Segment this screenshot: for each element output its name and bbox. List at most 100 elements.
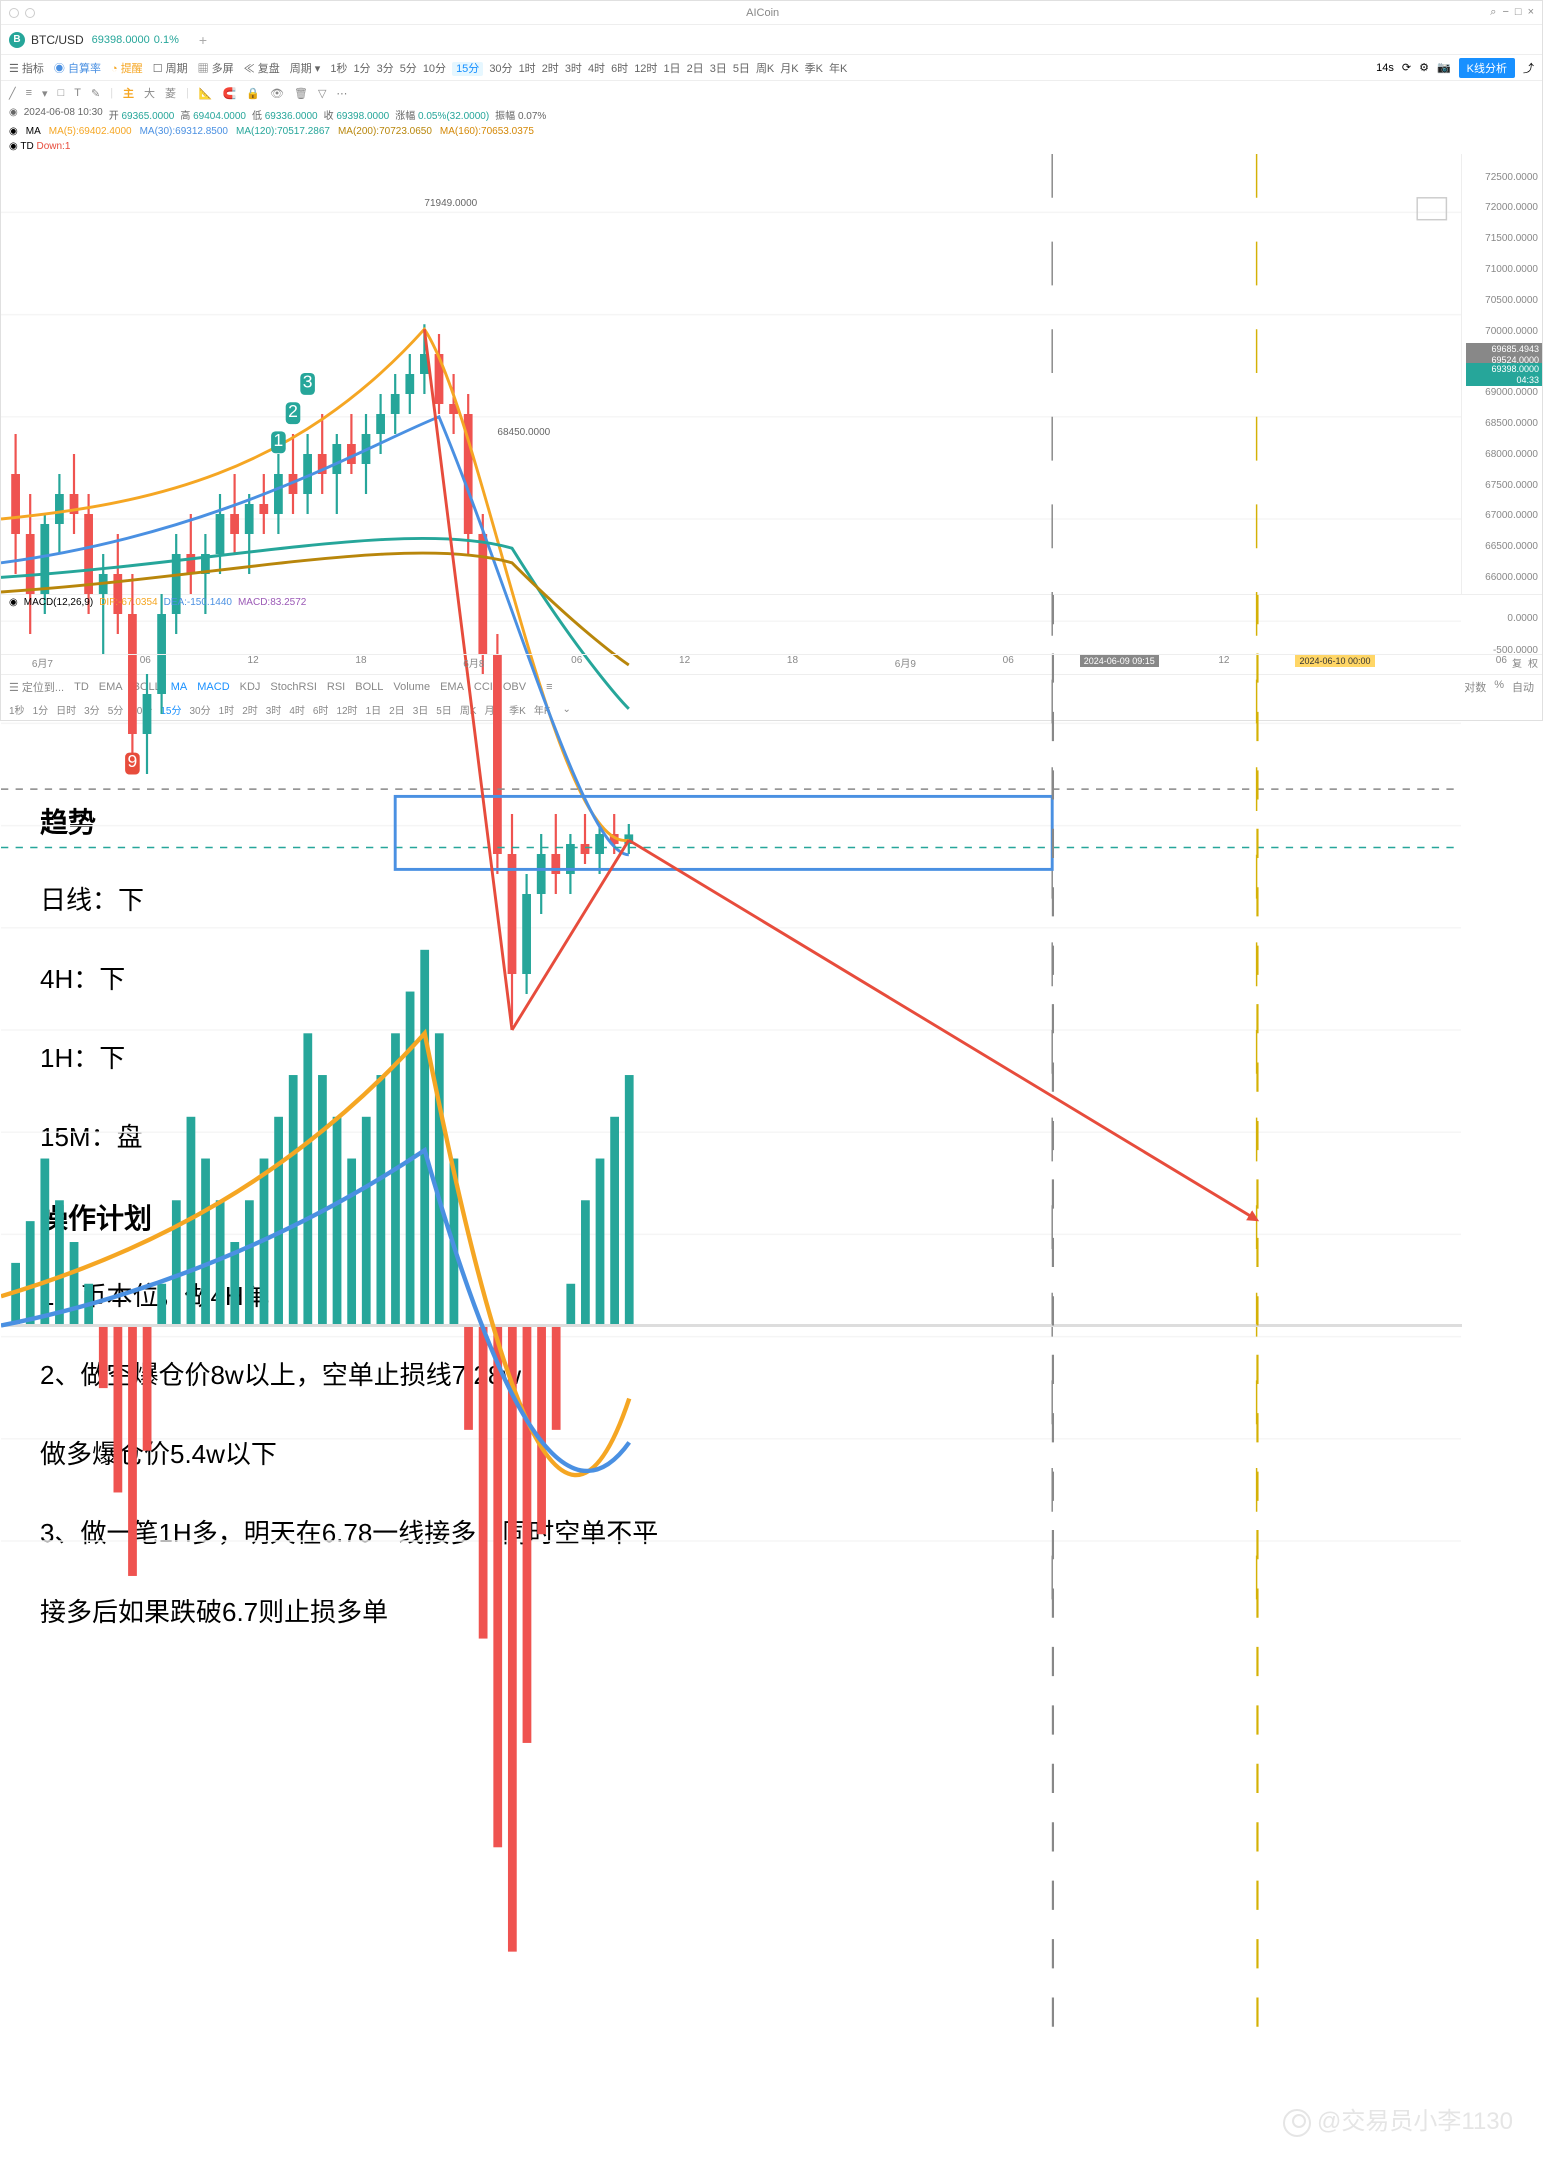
draw-brush-icon[interactable]: ✎	[91, 87, 100, 100]
fwd-icon[interactable]	[25, 8, 35, 18]
camera-icon[interactable]: 📷	[1437, 61, 1451, 74]
ohlc-close: 收 69398.0000	[324, 107, 390, 122]
tb-replay[interactable]: ≪ 复盘	[244, 60, 280, 76]
x-tick: 12	[679, 655, 690, 666]
tf-季K[interactable]: 季K	[805, 63, 823, 75]
tb-indicator[interactable]: ☰ 指标	[9, 60, 44, 76]
minimize-icon[interactable]: −	[1502, 6, 1508, 19]
zhu-label[interactable]: 主	[123, 85, 134, 101]
ohlc-time: 2024-06-08 10:30	[24, 107, 103, 122]
magnet-icon[interactable]: 🧲	[223, 87, 237, 100]
search-icon[interactable]: ⌕	[1490, 6, 1496, 19]
ma30: MA(30):69312.8500	[140, 126, 228, 137]
td-value: Down:1	[36, 141, 70, 152]
tf-周K[interactable]: 周K	[756, 63, 774, 75]
tf-5分[interactable]: 5分	[400, 63, 417, 75]
ma120: MA(120):70517.2867	[236, 126, 330, 137]
ind-log[interactable]: 对数	[1464, 679, 1486, 695]
tf-6时[interactable]: 6时	[611, 63, 628, 75]
tf-15分[interactable]: 15分	[452, 62, 483, 76]
tf-1秒[interactable]: 1秒	[330, 63, 347, 75]
more-icon[interactable]: ⋯	[336, 87, 347, 100]
x-tick: 06	[571, 655, 582, 666]
ohlc-chg: 涨幅 0.05%(32.0000)	[395, 107, 489, 122]
tf-2时[interactable]: 2时	[542, 63, 559, 75]
x-tick: 6月8	[463, 655, 484, 670]
xaxis-quan[interactable]: 权	[1528, 655, 1538, 670]
symbol-badge: B	[9, 32, 25, 48]
toolbar: ☰ 指标 ◉ 自算率 ◔ 提醒 ☐ 周期 ▦ 多屏 ≪ 复盘 周期 ▾ 1秒 1分…	[1, 55, 1542, 81]
x-tick: 18	[787, 655, 798, 666]
back-icon[interactable]	[9, 8, 19, 18]
maximize-icon[interactable]: □	[1515, 6, 1522, 19]
ind-auto[interactable]: 自动	[1512, 679, 1534, 695]
tf-5日[interactable]: 5日	[733, 63, 750, 75]
countdown: 14s	[1376, 62, 1394, 74]
tf-2日[interactable]: 2日	[687, 63, 704, 75]
y-tick: 69000.0000	[1485, 387, 1538, 398]
eye-toggle-icon[interactable]: ◉	[9, 107, 18, 122]
titlebar: AICoin ⌕ − □ ×	[1, 1, 1542, 25]
tf-4时[interactable]: 4时	[588, 63, 605, 75]
filter-icon[interactable]: ▽	[318, 87, 326, 100]
draw-text-icon[interactable]: T	[74, 87, 81, 99]
settings-icon[interactable]: ⚙	[1419, 61, 1429, 74]
chart-canvas[interactable]: 9123 71949.0000 68450.0000	[1, 154, 1462, 594]
ruler-icon[interactable]: 📐	[199, 87, 213, 100]
x-tick: 06	[140, 655, 151, 666]
tf-3分[interactable]: 3分	[377, 63, 394, 75]
tf-1分[interactable]: 1分	[353, 63, 370, 75]
y-tick: 71000.0000	[1485, 264, 1538, 275]
tf-1时[interactable]: 1时	[519, 63, 536, 75]
tb-period[interactable]: 周期 ▾	[290, 60, 321, 76]
tf-3日[interactable]: 3日	[710, 63, 727, 75]
y-tick: 68000.0000	[1485, 449, 1538, 460]
y-tick: 66500.0000	[1485, 541, 1538, 552]
trash-icon[interactable]: 🗑	[294, 87, 308, 100]
td-eye-icon[interactable]: ◉	[9, 141, 18, 152]
tf-月K[interactable]: 月K	[780, 63, 798, 75]
draw-rect-icon[interactable]: □	[58, 87, 65, 99]
tb-multi[interactable]: ▦ 多屏	[198, 60, 234, 76]
draw-hline-icon[interactable]: ≡	[26, 87, 32, 99]
y-tick: 66000.0000	[1485, 572, 1538, 583]
eye-icon[interactable]: 👁	[270, 87, 284, 100]
x-axis: 复 权 6月70612186月80612186月9061218062024-06…	[1, 654, 1542, 674]
y-tick: 68500.0000	[1485, 418, 1538, 429]
y-tick: 71500.0000	[1485, 233, 1538, 244]
draw-menu-icon[interactable]: ▾	[42, 87, 48, 100]
ling-label[interactable]: 菱	[165, 85, 176, 101]
symbol-name[interactable]: BTC/USD	[31, 33, 84, 47]
ind-pct[interactable]: %	[1494, 679, 1504, 695]
ma5: MA(5):69402.4000	[49, 126, 132, 137]
draw-line-icon[interactable]: ╱	[9, 87, 16, 100]
k-analysis-button[interactable]: K线分析	[1459, 58, 1515, 78]
tf-10分[interactable]: 10分	[423, 63, 446, 75]
price-tag: 04:33	[1466, 374, 1542, 386]
tb-alert[interactable]: ◔ 提醒	[111, 60, 143, 76]
ma-eye-icon[interactable]: ◉	[9, 126, 18, 137]
tf-30分[interactable]: 30分	[489, 63, 512, 75]
lock-icon[interactable]: 🔒	[246, 87, 260, 100]
x-tick: 06	[1003, 655, 1014, 666]
x-tick: 18	[355, 655, 366, 666]
macd-area[interactable]: ◉ MACD(12,26,9) DIF:-67.0354 DEA:-150.14…	[1, 594, 1542, 654]
high-label: 71949.0000	[424, 198, 477, 209]
close-icon[interactable]: ×	[1528, 6, 1534, 19]
xaxis-fu[interactable]: 复	[1512, 655, 1522, 670]
x-tick: 06	[1496, 655, 1507, 666]
ohlc-amp: 振幅 0.07%	[495, 107, 546, 122]
chart-area[interactable]: 9123 71949.0000 68450.0000 72500.0000720…	[1, 154, 1542, 594]
tb-cycle[interactable]: ☐ 周期	[153, 60, 188, 76]
tf-1日[interactable]: 1日	[663, 63, 680, 75]
ohlc-low: 低 69336.0000	[252, 107, 318, 122]
tf-年K[interactable]: 年K	[829, 63, 847, 75]
add-tab-icon[interactable]: +	[199, 32, 207, 48]
share-icon[interactable]: ⤴	[1523, 60, 1534, 76]
refresh-icon[interactable]: ⟳	[1402, 61, 1411, 74]
da-label[interactable]: 大	[144, 85, 155, 101]
tf-12时[interactable]: 12时	[634, 63, 657, 75]
y-tick: 70500.0000	[1485, 295, 1538, 306]
tb-rate[interactable]: ◉ 自算率	[54, 60, 101, 76]
tf-3时[interactable]: 3时	[565, 63, 582, 75]
